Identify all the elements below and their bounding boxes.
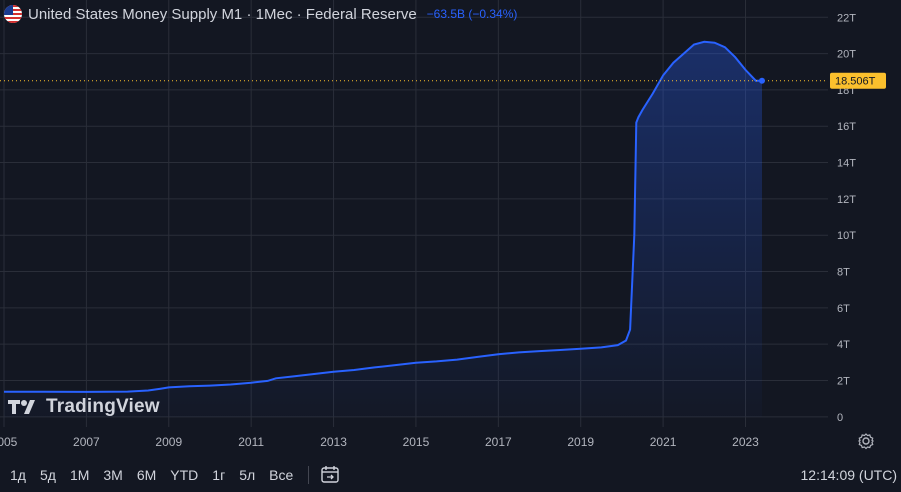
range-all-button[interactable]: Все [269, 467, 294, 483]
current-price-label: 18.506T [830, 72, 886, 89]
bottom-toolbar: 1д 5д 1М 3М 6М YTD 1г 5л Все [0, 458, 901, 492]
y-tick-label: 20T [837, 49, 856, 61]
x-tick-label: 2007 [73, 435, 100, 449]
tradingview-logo[interactable]: TradingView [8, 396, 160, 418]
tradingview-logo-icon [8, 400, 35, 414]
series-line [4, 40, 762, 393]
y-tick-label: 0 [837, 412, 843, 424]
x-tick-label: 2019 [567, 435, 594, 449]
x-axis[interactable]: 2005 2007 2009 2011 2013 2015 2017 2019 2021 2023 [0, 435, 759, 449]
range-6m-button[interactable]: 6М [136, 467, 157, 483]
calendar-range-icon[interactable] [319, 464, 341, 486]
range-1d-button[interactable]: 1д [10, 467, 26, 483]
y-tick-label: 4T [837, 339, 850, 351]
y-tick-label: 22T [837, 12, 856, 24]
x-tick-label: 2011 [238, 435, 264, 449]
y-tick-label: 12T [837, 194, 856, 206]
x-tick-label: 2023 [732, 435, 759, 449]
y-tick-label: 16T [837, 121, 856, 133]
toolbar-divider [308, 466, 310, 484]
tradingview-logo-text: TradingView [46, 396, 160, 417]
x-tick-label: 2005 [0, 435, 18, 449]
utc-clock[interactable]: 12:14:09 (UTC) [800, 467, 897, 483]
x-tick-label: 2021 [650, 435, 677, 449]
range-1y-button[interactable]: 1г [212, 467, 226, 483]
x-tick-label: 2015 [403, 435, 430, 449]
price-change: −63.5B (−0.34%) [426, 7, 518, 21]
y-tick-label: 10T [837, 230, 856, 242]
current-price-label-bg [830, 72, 886, 89]
gear-icon[interactable] [857, 432, 875, 450]
y-tick-label: 8T [837, 267, 850, 279]
y-tick-label: 6T [837, 303, 850, 315]
range-5y-button[interactable]: 5л [239, 467, 256, 483]
x-tick-label: 2017 [485, 435, 512, 449]
last-point-marker [758, 77, 765, 84]
series-area-fill [4, 41, 762, 417]
range-1m-button[interactable]: 1М [69, 467, 90, 483]
range-3m-button[interactable]: 3М [103, 467, 123, 483]
y-tick-label: 2T [837, 376, 850, 388]
y-tick-label: 14T [837, 158, 856, 170]
chart-header: United States Money Supply M1 · 1Мес · F… [4, 4, 517, 24]
us-flag-icon [4, 5, 22, 23]
current-price-label-text: 18.506T [835, 76, 876, 88]
x-tick-label: 2013 [320, 435, 347, 449]
symbol-title[interactable]: United States Money Supply M1 · 1Мес · F… [28, 5, 417, 23]
x-tick-label: 2009 [155, 435, 182, 449]
range-ytd-button[interactable]: YTD [170, 467, 199, 483]
range-5d-button[interactable]: 5д [39, 467, 56, 483]
